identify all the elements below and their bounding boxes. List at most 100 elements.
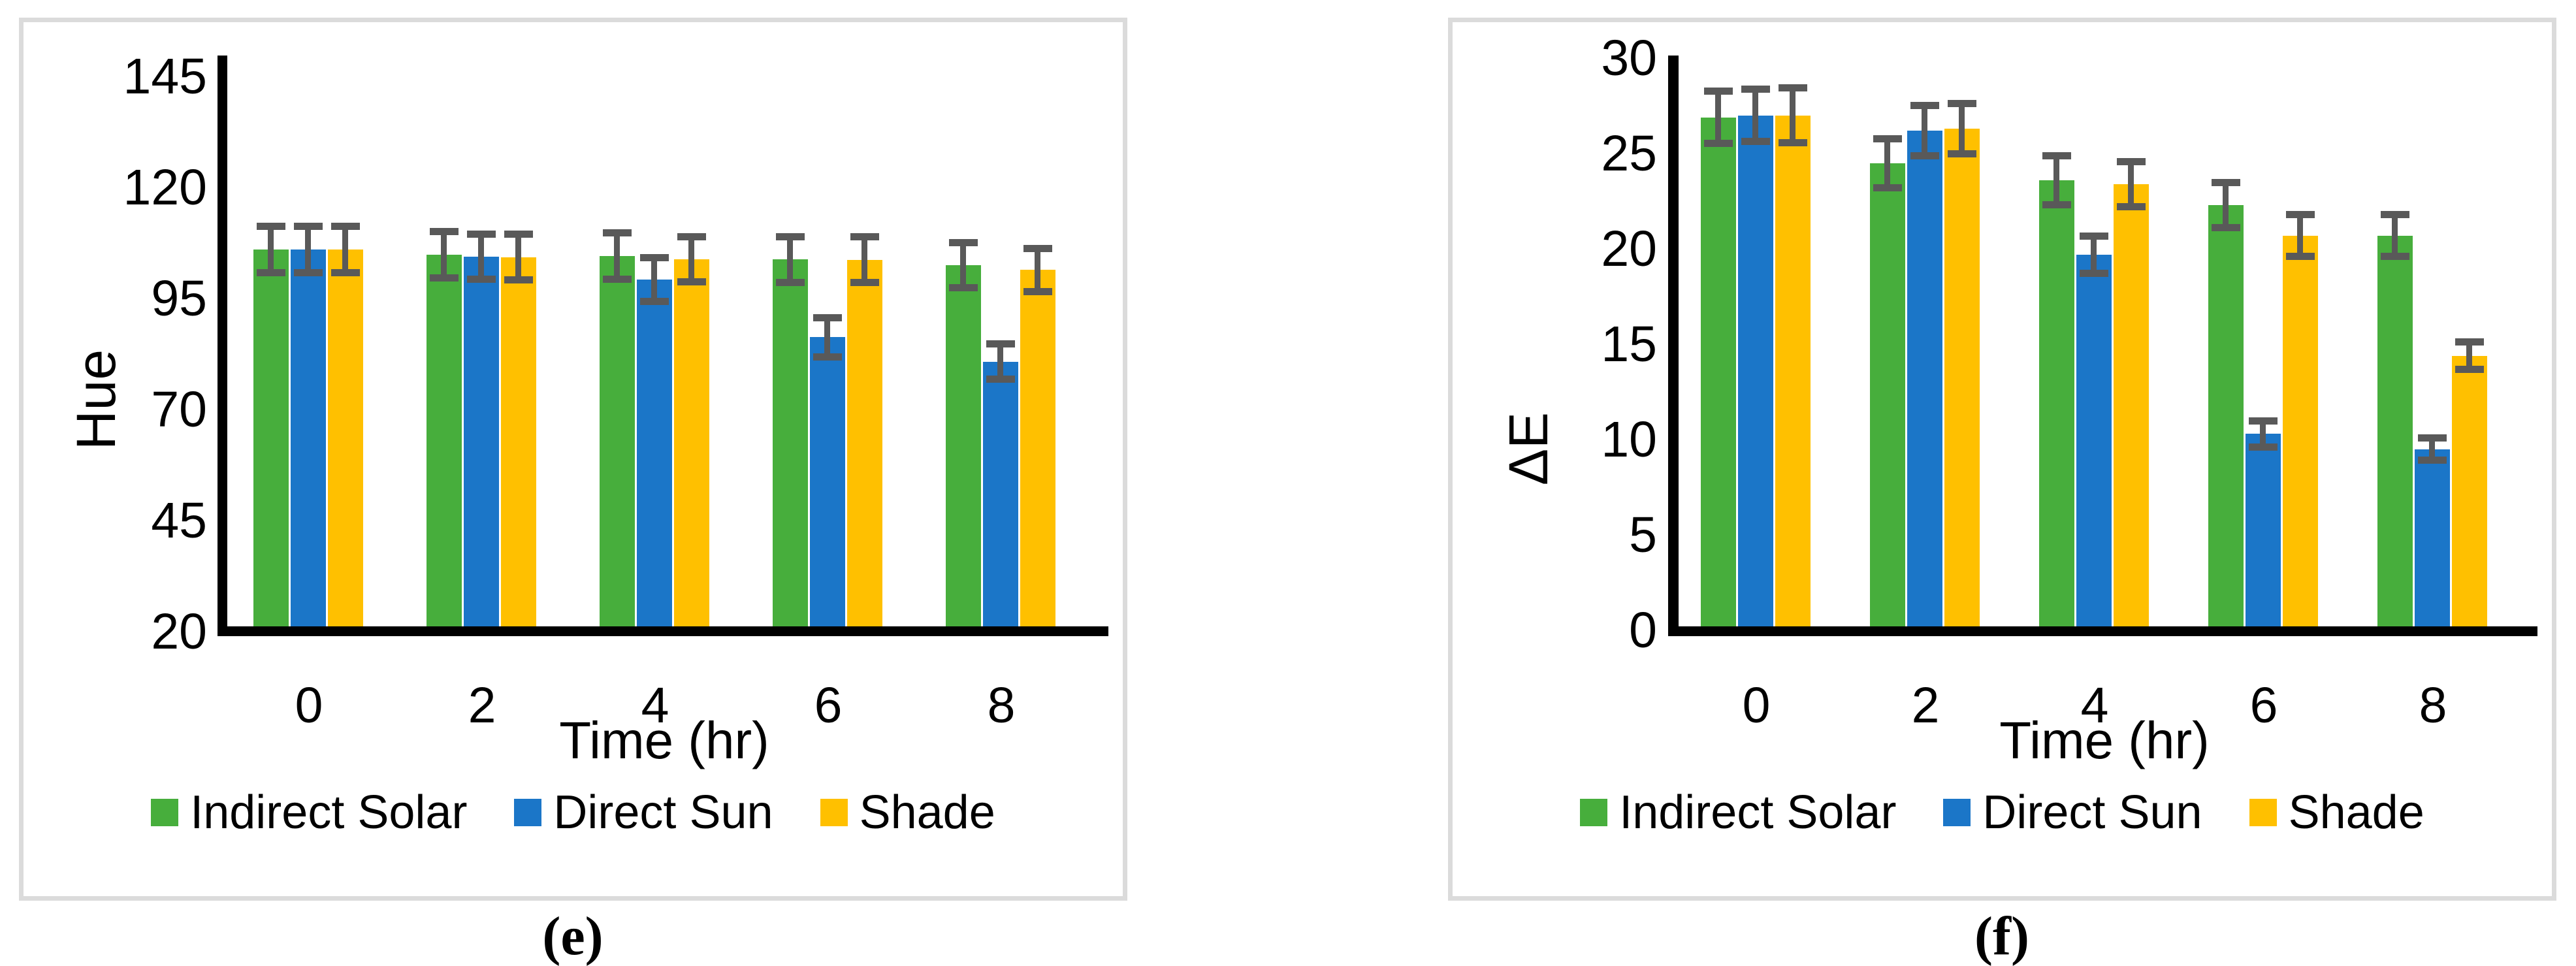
error-bar-indirect-solar-t2-line [1884,138,1890,188]
y-axis-line [1668,56,1679,636]
error-bar-indirect-solar-t2-cap-top [429,228,459,236]
legend-swatch-icon [820,799,848,826]
bar-direct-sun-t2 [1907,130,1942,630]
error-bar-direct-sun-t2-cap-bottom [1910,152,1939,160]
legend: Indirect Solar Direct Sun Shade [1453,788,2552,837]
error-bar-indirect-solar-t6-cap-bottom [2211,223,2240,231]
legend-label: Shade [2288,786,2424,839]
error-bar-direct-sun-t0-line [305,226,311,274]
legend-label: Direct Sun [553,786,773,839]
error-bar-indirect-solar-t2-line [441,231,447,279]
legend-swatch-icon [514,799,542,826]
error-bar-direct-sun-t0-cap-bottom [1741,138,1770,146]
error-bar-shade-t8-cap-bottom [1023,287,1052,295]
error-bar-direct-sun-t0-cap-top [293,223,323,231]
error-bar-indirect-solar-t4-cap-top [2042,152,2071,159]
y-tick-label: 145 [123,48,207,105]
error-bar-indirect-solar-t0-cap-top [1703,87,1733,95]
legend-label: Indirect Solar [1619,786,1897,839]
bar-shade-t4 [673,259,709,632]
error-bar-direct-sun-t6-cap-top [2248,417,2278,425]
bar-direct-sun-t8 [2414,449,2450,630]
x-tick-label: 4 [641,677,669,733]
panel-sublabel-e: (e) [542,906,604,966]
bar-indirect-solar-t0 [253,250,289,632]
legend-label: Direct Sun [1982,786,2202,839]
bar-shade-t0 [1775,115,1811,630]
bar-shade-t2 [1944,129,1980,630]
error-bar-shade-t2-cap-bottom [1947,150,1976,158]
error-bar-indirect-solar-t0-cap-bottom [256,269,285,277]
legend: Indirect Solar Direct Sun Shade [24,788,1123,837]
error-bar-indirect-solar-t8-line [2392,214,2398,257]
bar-direct-sun-t4 [636,279,672,632]
legend-swatch-icon [1580,799,1608,826]
error-bar-direct-sun-t4-line [2091,235,2097,274]
error-bar-direct-sun-t2-cap-bottom [466,276,496,283]
error-bar-indirect-solar-t2-cap-bottom [1873,184,1902,191]
legend-item-direct-sun: Direct Sun [514,788,773,837]
legend-label: Indirect Solar [190,786,468,839]
error-bar-shade-t0-cap-top [1778,84,1807,92]
legend-swatch-icon [2249,799,2277,826]
panel-sublabel-f: (f) [1974,906,2029,966]
error-bar-direct-sun-t4-cap-bottom [2079,269,2108,277]
bar-indirect-solar-t4 [2038,180,2074,630]
error-bar-direct-sun-t2-line [478,233,484,280]
x-tick-label: 0 [1742,677,1771,733]
error-bar-indirect-solar-t4-cap-top [602,229,632,236]
x-axis-title: Time (hr) [559,711,769,769]
legend-label: Shade [859,786,995,839]
error-bar-direct-sun-t2-line [1922,105,1927,157]
bar-direct-sun-t6 [2245,434,2281,630]
error-bar-direct-sun-t8-cap-bottom [986,376,1015,383]
error-bar-shade-t2-cap-top [1947,99,1976,107]
error-bar-direct-sun-t6-cap-bottom [813,353,842,361]
error-bar-shade-t4-cap-bottom [677,278,706,285]
bar-indirect-solar-t6 [772,259,808,632]
x-axis-title: Time (hr) [1999,711,2210,769]
error-bar-indirect-solar-t6-cap-top [2211,178,2240,186]
error-bar-direct-sun-t2-cap-top [466,230,496,238]
error-bar-shade-t6-cap-top [2285,211,2315,219]
error-bar-indirect-solar-t2-cap-top [1873,135,1902,142]
y-tick-label: 45 [151,492,207,549]
error-bar-direct-sun-t4-line [651,257,657,302]
error-bar-direct-sun-t4-cap-top [2079,232,2108,240]
error-bar-shade-t6-cap-bottom [2285,252,2315,260]
error-bar-shade-t2-line [1959,103,1965,155]
error-bar-direct-sun-t8-line [2429,438,2435,461]
x-tick-label: 8 [987,677,1016,733]
y-tick-label: 70 [151,381,207,438]
error-bar-indirect-solar-t8-cap-top [2380,211,2409,219]
legend-item-indirect-solar: Indirect Solar [1580,788,1896,837]
y-tick-label: 20 [151,604,207,660]
error-bar-shade-t4-line [2128,161,2134,207]
bar-indirect-solar-t0 [1700,117,1736,630]
error-bar-shade-t0-cap-top [330,223,360,231]
error-bar-shade-t6-line [861,236,867,283]
bar-indirect-solar-t4 [599,255,635,632]
error-bar-shade-t8-line [1035,248,1040,292]
bar-shade-t8 [2451,355,2487,630]
chart-panel-f: 30 25 20 15 10 5 0 0 2 4 6 8 ΔE Time (hr) Indirect Sol… [1448,18,2556,901]
y-tick-label: 30 [1601,30,1657,86]
error-bar-shade-t6-cap-top [850,233,879,241]
error-bar-indirect-solar-t0-line [268,226,274,274]
error-bar-indirect-solar-t2-cap-bottom [429,274,459,282]
x-tick-label: 6 [2249,677,2278,733]
error-bar-direct-sun-t4-cap-bottom [639,297,669,305]
error-bar-shade-t2-cap-top [504,231,533,238]
error-bar-indirect-solar-t4-line [2053,155,2059,205]
error-bar-direct-sun-t8-cap-bottom [2417,457,2447,464]
bar-shade-t8 [1020,270,1055,632]
bar-shade-t6 [846,259,882,632]
bar-indirect-solar-t2 [1869,163,1905,630]
bar-direct-sun-t6 [809,337,845,632]
bar-indirect-solar-t8 [945,265,981,632]
y-axis-line [217,56,227,636]
x-tick-label: 4 [2080,677,2109,733]
error-bar-shade-t8-cap-top [2455,338,2484,346]
x-tick-label: 0 [295,677,323,733]
